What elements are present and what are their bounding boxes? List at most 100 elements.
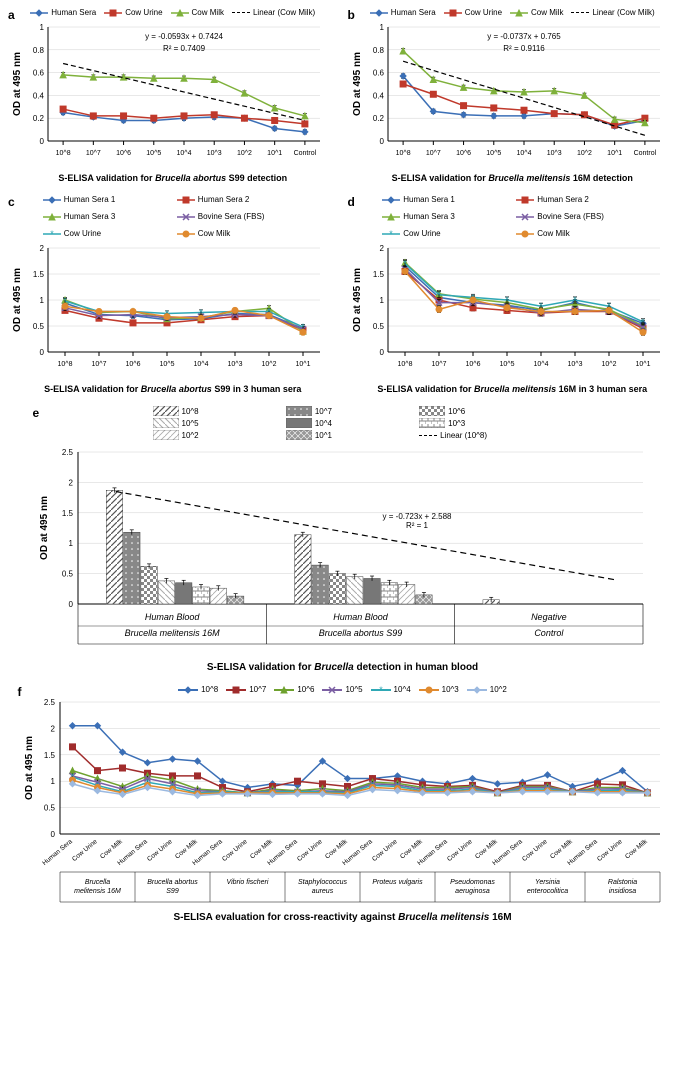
legend-text: 10^7	[249, 685, 266, 694]
legend-item: 10^3	[419, 685, 459, 694]
svg-text:Cow Urine: Cow Urine	[521, 838, 549, 863]
svg-text:1: 1	[50, 777, 55, 786]
svg-text:1: 1	[40, 23, 45, 32]
svg-text:enterocolitica: enterocolitica	[526, 888, 567, 895]
legend-item: 10^5	[322, 685, 362, 694]
panel-label: a	[8, 8, 15, 22]
svg-text:0.8: 0.8	[33, 46, 45, 55]
legend-text: Cow Milk	[198, 229, 230, 238]
chart: 00.511.5210^810^710^610^510^410^310^210^…	[8, 240, 328, 380]
legend-text: 10^7	[315, 407, 332, 416]
svg-text:OD at 495 nm: OD at 495 nm	[24, 736, 35, 800]
panel-d: dHuman Sera 1Human Sera 2Human Sera 3Bov…	[348, 195, 678, 394]
legend-text: Cow Milk	[531, 8, 563, 17]
svg-text:*: *	[379, 686, 383, 694]
panel-label: d	[348, 195, 355, 209]
svg-text:Cow Urine: Cow Urine	[371, 838, 399, 863]
svg-text:1: 1	[68, 539, 73, 548]
svg-text:*: *	[641, 317, 645, 327]
legend-item: 10^7	[226, 685, 266, 694]
svg-text:10^8: 10^8	[58, 361, 73, 368]
svg-text:10^4: 10^4	[516, 150, 531, 157]
svg-text:10^5: 10^5	[146, 150, 161, 157]
chart: 00.511.522.5Human BloodBrucella melitens…	[33, 444, 653, 654]
legend-item: Cow Milk	[516, 229, 642, 238]
svg-text:R² = 0.7409: R² = 0.7409	[163, 44, 206, 53]
svg-text:Proteus vulgaris: Proteus vulgaris	[372, 879, 423, 886]
svg-text:Cow Urine: Cow Urine	[446, 838, 474, 863]
legend-item: 10^2	[467, 685, 507, 694]
svg-text:S99: S99	[166, 888, 179, 895]
row-e: e10^810^710^610^510^410^310^210^1Linear …	[8, 406, 677, 673]
svg-text:aeruginosa: aeruginosa	[455, 888, 490, 895]
svg-text:10^2: 10^2	[262, 361, 277, 368]
svg-text:0: 0	[50, 830, 55, 839]
chart-title: S-ELISA validation for Brucella abortus …	[8, 384, 338, 394]
svg-text:10^1: 10^1	[635, 361, 650, 368]
svg-text:10^5: 10^5	[486, 150, 501, 157]
svg-text:1.5: 1.5	[33, 270, 45, 279]
svg-text:R² = 1: R² = 1	[405, 521, 428, 530]
legend: 10^810^710^610^510^410^310^210^1Linear (…	[153, 406, 533, 440]
legend-text: Linear (Cow Milk)	[253, 8, 315, 17]
svg-text:Control: Control	[633, 150, 656, 157]
svg-text:0.4: 0.4	[33, 91, 45, 100]
svg-text:1.5: 1.5	[61, 509, 73, 518]
legend-item: 10^6	[274, 685, 314, 694]
svg-text:Brucella melitensis 16M: Brucella melitensis 16M	[124, 628, 220, 638]
svg-text:0.2: 0.2	[33, 114, 45, 123]
legend-text: 10^2	[182, 431, 199, 440]
svg-text:1.5: 1.5	[43, 751, 55, 760]
legend-item: 10^7	[286, 406, 399, 416]
legend-item: 10^3	[419, 418, 532, 428]
legend-text: Human Sera 2	[537, 195, 589, 204]
svg-text:10^2: 10^2	[601, 361, 616, 368]
legend-item: Human Sera 1	[43, 195, 169, 204]
svg-text:10^3: 10^3	[228, 361, 243, 368]
panel-label: f	[18, 685, 22, 699]
svg-text:10^5: 10^5	[499, 361, 514, 368]
legend-text: Human Sera 3	[64, 212, 116, 221]
legend-text: 10^1	[315, 431, 332, 440]
legend-text: 10^6	[448, 407, 465, 416]
svg-text:10^3: 10^3	[207, 150, 222, 157]
svg-text:10^8: 10^8	[395, 150, 410, 157]
legend-item: Human Sera 2	[516, 195, 642, 204]
svg-text:0: 0	[40, 348, 45, 357]
svg-text:0: 0	[379, 137, 384, 146]
chart-title: S-ELISA validation for Brucella melitens…	[348, 384, 678, 394]
legend-item: Human Sera	[370, 8, 436, 17]
legend-item: *Cow Urine	[43, 229, 169, 238]
legend-item: 10^1	[286, 430, 399, 440]
svg-text:Staphylococcus: Staphylococcus	[297, 879, 347, 886]
legend-item: 10^8	[153, 406, 266, 416]
legend-item: Cow Urine	[104, 8, 162, 17]
svg-text:*: *	[403, 259, 407, 269]
svg-text:10^2: 10^2	[237, 150, 252, 157]
svg-text:0.4: 0.4	[372, 91, 384, 100]
legend-item: 10^2	[153, 430, 266, 440]
legend-item: * Cow Urine	[382, 229, 508, 238]
svg-text:*: *	[389, 230, 393, 238]
svg-text:0: 0	[68, 600, 73, 609]
legend-item: Human Sera 1	[382, 195, 508, 204]
svg-text:10^8: 10^8	[397, 361, 412, 368]
legend-item: Bovine Sera (FBS)	[516, 212, 642, 221]
chart: 00.20.40.60.8110^810^710^610^510^410^310…	[348, 19, 668, 169]
legend-text: Cow Urine	[125, 8, 162, 17]
svg-text:OD at 495 nm: OD at 495 nm	[39, 496, 50, 560]
svg-text:10^6: 10^6	[116, 150, 131, 157]
legend-text: Cow Urine	[403, 229, 440, 238]
legend-item: Linear (Cow Milk)	[571, 8, 654, 17]
svg-text:Brucella abortus: Brucella abortus	[147, 879, 198, 886]
svg-text:0: 0	[40, 137, 45, 146]
panel-a: aHuman SeraCow UrineCow MilkLinear (Cow …	[8, 8, 338, 183]
svg-text:Cow Urine: Cow Urine	[596, 838, 624, 863]
legend-text: Human Sera	[391, 8, 436, 17]
svg-text:Control: Control	[534, 628, 564, 638]
legend-item: Cow Milk	[177, 229, 303, 238]
legend-text: 10^6	[297, 685, 314, 694]
svg-text:10^4: 10^4	[177, 150, 192, 157]
legend-text: 10^4	[315, 419, 332, 428]
legend-text: 10^4	[394, 685, 411, 694]
